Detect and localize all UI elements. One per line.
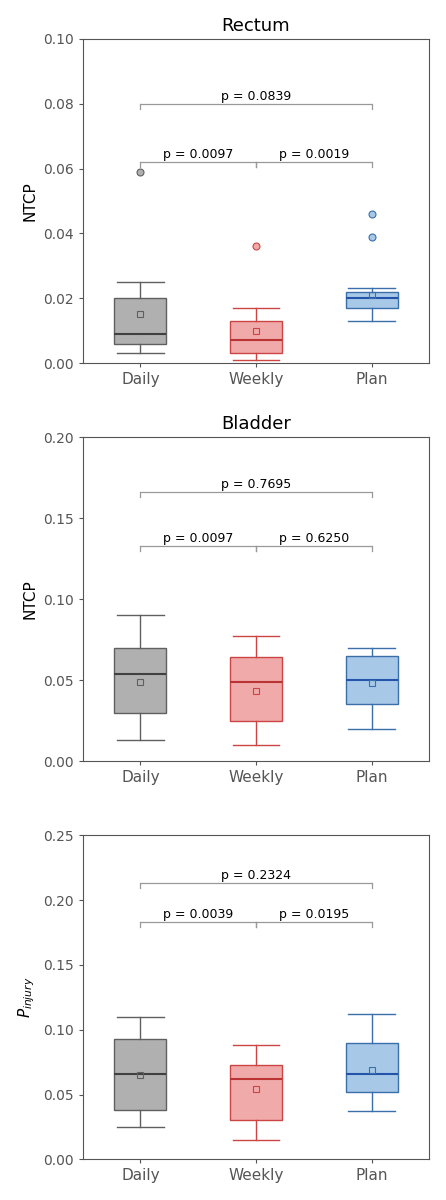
Text: p = 0.0097: p = 0.0097 (163, 532, 233, 545)
Title: Bladder: Bladder (221, 415, 291, 433)
Text: p = 0.7695: p = 0.7695 (221, 479, 291, 491)
Text: p = 0.0097: p = 0.0097 (163, 148, 233, 161)
Title: Rectum: Rectum (222, 17, 290, 35)
Bar (230, 1064, 282, 1121)
Text: p = 0.2324: p = 0.2324 (221, 869, 291, 882)
Text: p = 0.0039: p = 0.0039 (163, 908, 233, 922)
Bar (230, 658, 282, 721)
Bar (346, 1043, 397, 1092)
Y-axis label: $P_{injury}$: $P_{injury}$ (17, 977, 37, 1018)
Y-axis label: NTCP: NTCP (22, 580, 37, 619)
Text: p = 0.0019: p = 0.0019 (279, 148, 349, 161)
Bar (230, 320, 282, 353)
Bar (346, 292, 397, 308)
Bar (114, 648, 166, 713)
Text: p = 0.0195: p = 0.0195 (279, 908, 349, 922)
Text: p = 0.6250: p = 0.6250 (279, 532, 349, 545)
Bar (114, 1039, 166, 1110)
Y-axis label: NTCP: NTCP (22, 181, 37, 221)
Bar (346, 656, 397, 704)
Bar (114, 299, 166, 343)
Text: p = 0.0839: p = 0.0839 (221, 90, 291, 103)
